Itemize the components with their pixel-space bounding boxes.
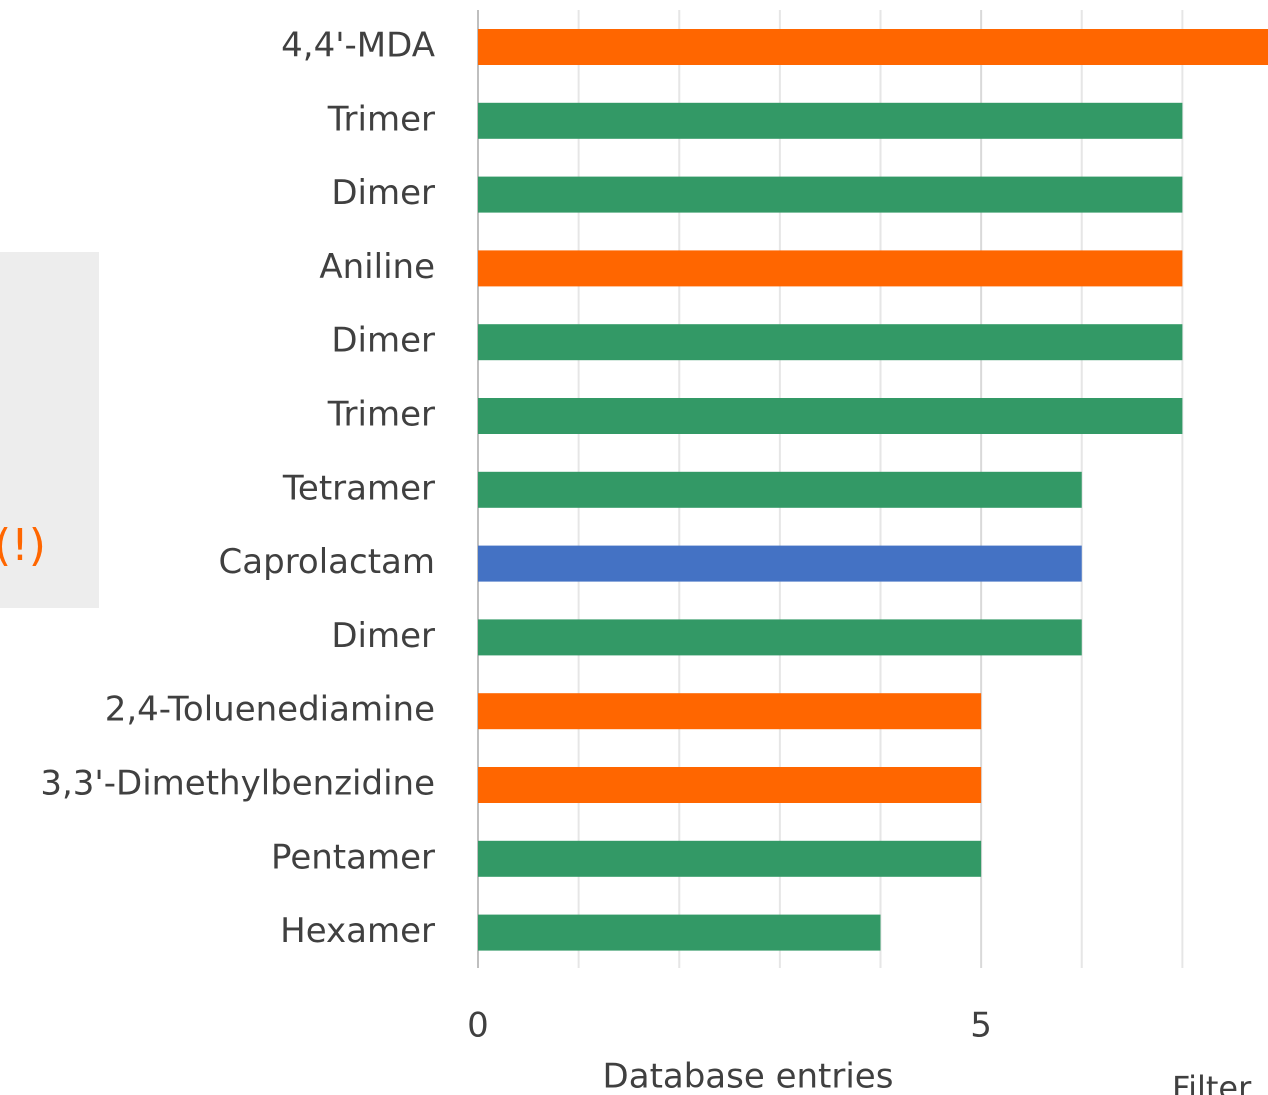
bar (478, 619, 1082, 656)
bar (478, 767, 982, 803)
bar (478, 914, 881, 951)
side-panel (0, 252, 99, 608)
annotation: (!) (0, 520, 46, 571)
bar (478, 545, 1082, 582)
y-tick-label: 2,4-Toluenediamine (105, 690, 435, 730)
y-tick-label: Hexamer (280, 911, 435, 951)
y-tick-label: Aniline (319, 247, 435, 287)
y-tick-label: Trimer (327, 99, 435, 139)
bar (478, 471, 1082, 508)
y-tick-label: Dimer (331, 321, 435, 361)
y-tick-label: Trimer (327, 395, 435, 435)
annotation: Filter (1172, 1069, 1252, 1095)
y-tick-label: Caprolactam (219, 542, 435, 582)
y-tick-label: Dimer (331, 616, 435, 656)
y-tick-label: 3,3'-Dimethylbenzidine (40, 764, 435, 804)
bar (478, 398, 1183, 434)
bar (478, 176, 1183, 213)
y-tick-label: Tetramer (282, 468, 435, 508)
bar (478, 693, 982, 730)
bar (478, 102, 1183, 139)
y-tick-label: Dimer (331, 173, 435, 213)
y-tick-label: Pentamer (271, 837, 435, 877)
bar (478, 324, 1183, 361)
bar (478, 250, 1183, 287)
bar (478, 29, 1268, 65)
bar (478, 840, 982, 877)
x-tick-label: 0 (467, 1006, 489, 1046)
x-axis-label: Database entries (603, 1057, 894, 1095)
x-tick-label: 5 (970, 1006, 992, 1046)
y-tick-label: 4,4'-MDA (281, 26, 435, 66)
